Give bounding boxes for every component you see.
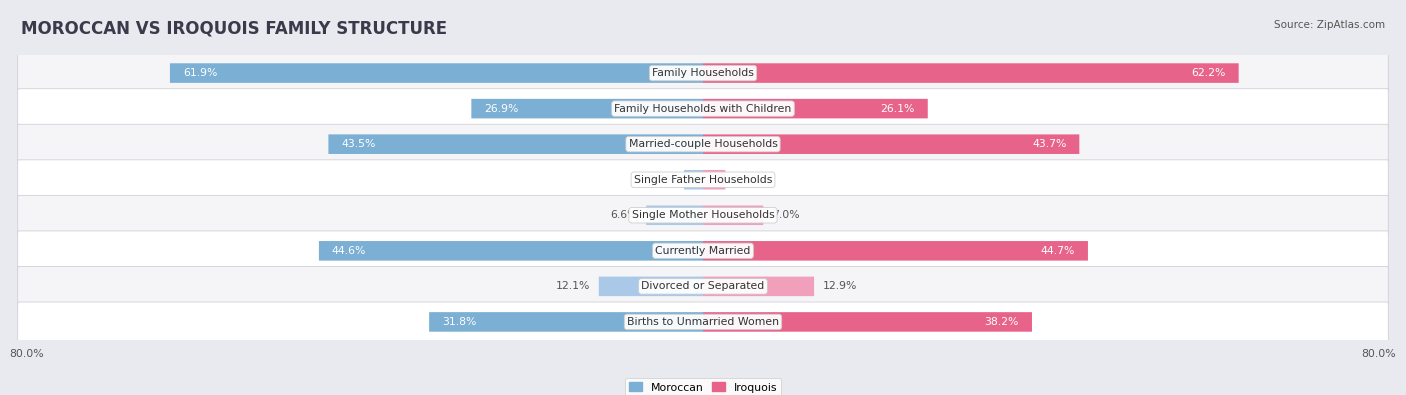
- FancyBboxPatch shape: [703, 170, 725, 190]
- FancyBboxPatch shape: [319, 241, 703, 261]
- FancyBboxPatch shape: [329, 134, 703, 154]
- FancyBboxPatch shape: [703, 276, 814, 296]
- FancyBboxPatch shape: [703, 205, 763, 225]
- FancyBboxPatch shape: [18, 160, 1388, 199]
- Text: Single Father Households: Single Father Households: [634, 175, 772, 185]
- FancyBboxPatch shape: [18, 302, 1388, 342]
- Text: Married-couple Households: Married-couple Households: [628, 139, 778, 149]
- Text: 26.1%: 26.1%: [880, 103, 915, 114]
- Text: 43.5%: 43.5%: [342, 139, 375, 149]
- Text: Divorced or Separated: Divorced or Separated: [641, 281, 765, 292]
- Text: 12.1%: 12.1%: [555, 281, 591, 292]
- Text: 80.0%: 80.0%: [1361, 348, 1396, 359]
- FancyBboxPatch shape: [18, 89, 1388, 128]
- FancyBboxPatch shape: [18, 196, 1388, 235]
- FancyBboxPatch shape: [647, 205, 703, 225]
- FancyBboxPatch shape: [18, 231, 1388, 271]
- Text: Single Mother Households: Single Mother Households: [631, 210, 775, 220]
- Text: 43.7%: 43.7%: [1032, 139, 1066, 149]
- FancyBboxPatch shape: [703, 99, 928, 118]
- Text: 62.2%: 62.2%: [1191, 68, 1226, 78]
- Legend: Moroccan, Iroquois: Moroccan, Iroquois: [624, 378, 782, 395]
- FancyBboxPatch shape: [429, 312, 703, 332]
- Text: Family Households: Family Households: [652, 68, 754, 78]
- FancyBboxPatch shape: [471, 99, 703, 118]
- Text: Currently Married: Currently Married: [655, 246, 751, 256]
- FancyBboxPatch shape: [18, 267, 1388, 306]
- FancyBboxPatch shape: [599, 276, 703, 296]
- FancyBboxPatch shape: [18, 53, 1388, 93]
- FancyBboxPatch shape: [170, 63, 703, 83]
- Text: Births to Unmarried Women: Births to Unmarried Women: [627, 317, 779, 327]
- Text: 7.0%: 7.0%: [772, 210, 800, 220]
- Text: 2.6%: 2.6%: [734, 175, 762, 185]
- Text: 44.6%: 44.6%: [332, 246, 366, 256]
- Text: 2.2%: 2.2%: [648, 175, 675, 185]
- Text: 6.6%: 6.6%: [610, 210, 637, 220]
- Text: Source: ZipAtlas.com: Source: ZipAtlas.com: [1274, 20, 1385, 30]
- Text: 26.9%: 26.9%: [484, 103, 519, 114]
- Text: 80.0%: 80.0%: [10, 348, 45, 359]
- Text: 38.2%: 38.2%: [984, 317, 1019, 327]
- Text: MOROCCAN VS IROQUOIS FAMILY STRUCTURE: MOROCCAN VS IROQUOIS FAMILY STRUCTURE: [21, 20, 447, 38]
- FancyBboxPatch shape: [18, 124, 1388, 164]
- Text: 44.7%: 44.7%: [1040, 246, 1076, 256]
- FancyBboxPatch shape: [703, 241, 1088, 261]
- FancyBboxPatch shape: [685, 170, 703, 190]
- Text: 31.8%: 31.8%: [441, 317, 477, 327]
- Text: 61.9%: 61.9%: [183, 68, 217, 78]
- FancyBboxPatch shape: [703, 134, 1080, 154]
- Text: Family Households with Children: Family Households with Children: [614, 103, 792, 114]
- FancyBboxPatch shape: [703, 63, 1239, 83]
- FancyBboxPatch shape: [703, 312, 1032, 332]
- Text: 12.9%: 12.9%: [823, 281, 858, 292]
